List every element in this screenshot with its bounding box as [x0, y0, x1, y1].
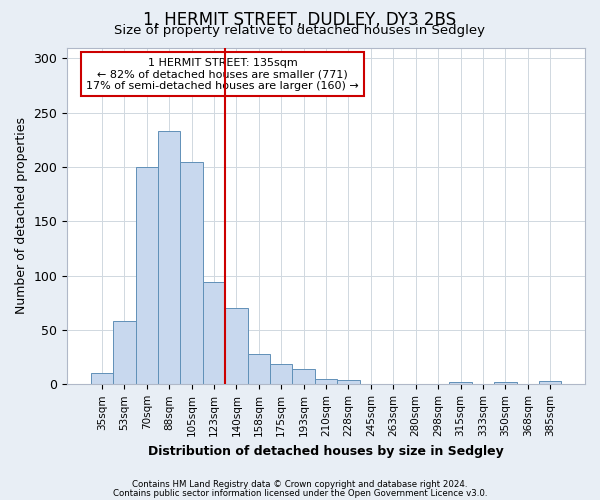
Bar: [91, 374, 113, 384]
Text: 1 HERMIT STREET: 135sqm
← 82% of detached houses are smaller (771)
17% of semi-d: 1 HERMIT STREET: 135sqm ← 82% of detache…: [86, 58, 359, 91]
Bar: [158, 131, 181, 384]
Bar: [315, 379, 337, 384]
Bar: [225, 308, 248, 384]
Bar: [181, 162, 203, 384]
Bar: [494, 382, 517, 384]
Bar: [337, 380, 360, 384]
Text: 1, HERMIT STREET, DUDLEY, DY3 2BS: 1, HERMIT STREET, DUDLEY, DY3 2BS: [143, 11, 457, 29]
Bar: [136, 167, 158, 384]
Bar: [270, 364, 292, 384]
Bar: [203, 282, 225, 384]
Text: Contains public sector information licensed under the Open Government Licence v3: Contains public sector information licen…: [113, 488, 487, 498]
Bar: [248, 354, 270, 384]
Y-axis label: Number of detached properties: Number of detached properties: [15, 118, 28, 314]
Bar: [292, 369, 315, 384]
Text: Contains HM Land Registry data © Crown copyright and database right 2024.: Contains HM Land Registry data © Crown c…: [132, 480, 468, 489]
Bar: [113, 322, 136, 384]
Bar: [539, 381, 562, 384]
X-axis label: Distribution of detached houses by size in Sedgley: Distribution of detached houses by size …: [148, 444, 504, 458]
Bar: [449, 382, 472, 384]
Text: Size of property relative to detached houses in Sedgley: Size of property relative to detached ho…: [115, 24, 485, 37]
